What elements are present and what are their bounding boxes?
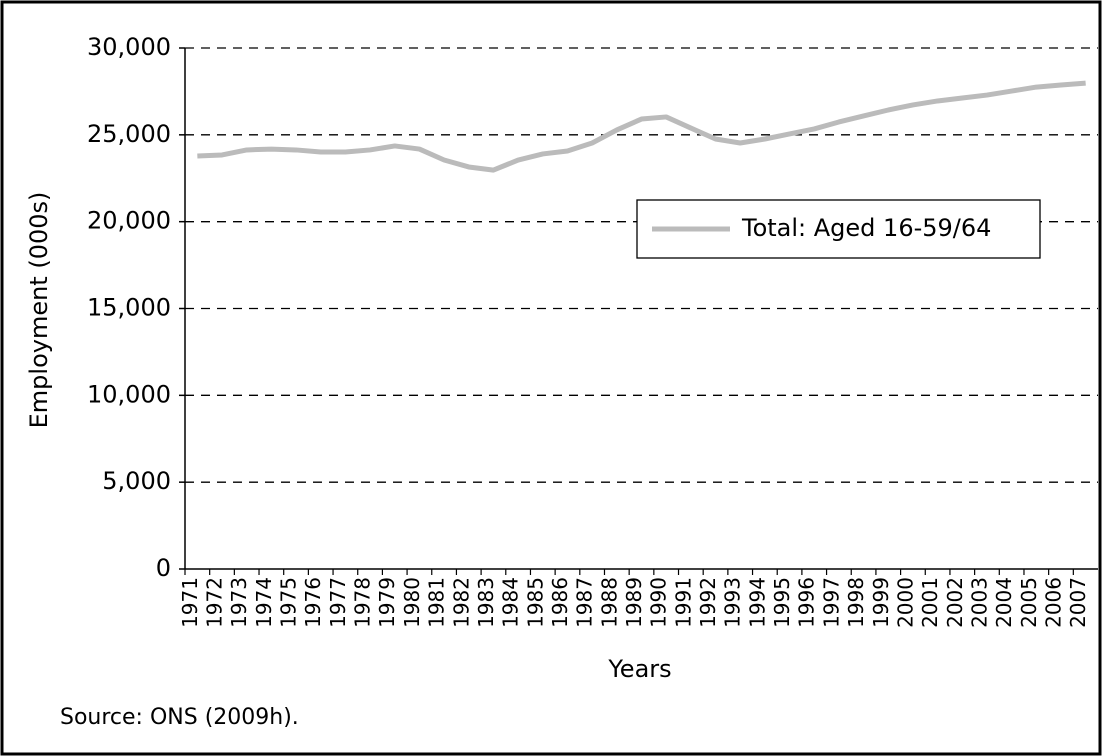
x-tick-label: 1984 <box>499 577 523 628</box>
x-tick-label: 1988 <box>597 577 621 628</box>
x-tick-label: 1990 <box>647 577 671 628</box>
x-tick-label: 1972 <box>203 577 227 628</box>
x-tick-label: 2002 <box>943 577 967 628</box>
y-tick-label: 5,000 <box>102 467 171 495</box>
x-tick-label: 1992 <box>696 577 720 628</box>
x-tick-label: 1986 <box>548 577 572 628</box>
y-tick-label: 30,000 <box>87 33 171 61</box>
x-tick-label: 1997 <box>819 577 843 628</box>
x-tick-label: 1983 <box>474 577 498 628</box>
x-tick-label: 1987 <box>573 577 597 628</box>
x-tick-label: 2006 <box>1041 577 1065 628</box>
x-tick-label: 1999 <box>869 577 893 628</box>
x-tick-label: 1973 <box>227 577 251 628</box>
x-tick-label: 1980 <box>400 577 424 628</box>
y-tick-label: 25,000 <box>87 120 171 148</box>
y-tick-label: 20,000 <box>87 207 171 235</box>
y-tick-label: 0 <box>156 554 171 582</box>
x-tick-label: 1989 <box>622 577 646 628</box>
x-axis-title: Years <box>607 655 671 683</box>
x-tick-label: 1971 <box>178 577 202 628</box>
x-tick-label: 2005 <box>1017 577 1041 628</box>
x-tick-label: 2003 <box>967 577 991 628</box>
x-tick-label: 1993 <box>721 577 745 628</box>
x-tick-label: 1994 <box>745 577 769 628</box>
x-tick-label: 1996 <box>795 577 819 628</box>
x-tick-label: 1977 <box>326 577 350 628</box>
x-tick-label: 1985 <box>523 577 547 628</box>
x-tick-label: 2004 <box>992 577 1016 628</box>
source-note: Source: ONS (2009h). <box>60 705 299 730</box>
legend-label: Total: Aged 16-59/64 <box>741 214 991 242</box>
x-tick-label: 2001 <box>918 577 942 628</box>
x-tick-label: 1976 <box>301 577 325 628</box>
x-tick-label: 1978 <box>351 577 375 628</box>
y-tick-label: 15,000 <box>87 294 171 322</box>
x-tick-label: 1998 <box>844 577 868 628</box>
x-tick-label: 1991 <box>671 577 695 628</box>
series-line <box>197 80 1086 173</box>
x-tick-label: 1982 <box>449 577 473 628</box>
x-tick-label: 2007 <box>1066 577 1090 628</box>
x-tick-label: 1974 <box>252 577 276 628</box>
x-tick-label: 2000 <box>893 577 917 628</box>
y-axis-title: Employment (000s) <box>25 192 53 429</box>
x-tick-label: 1981 <box>425 577 449 628</box>
x-tick-label: 1975 <box>277 577 301 628</box>
x-tick-label: 1979 <box>375 577 399 628</box>
x-tick-label: 1995 <box>770 577 794 628</box>
y-tick-label: 10,000 <box>87 380 171 408</box>
